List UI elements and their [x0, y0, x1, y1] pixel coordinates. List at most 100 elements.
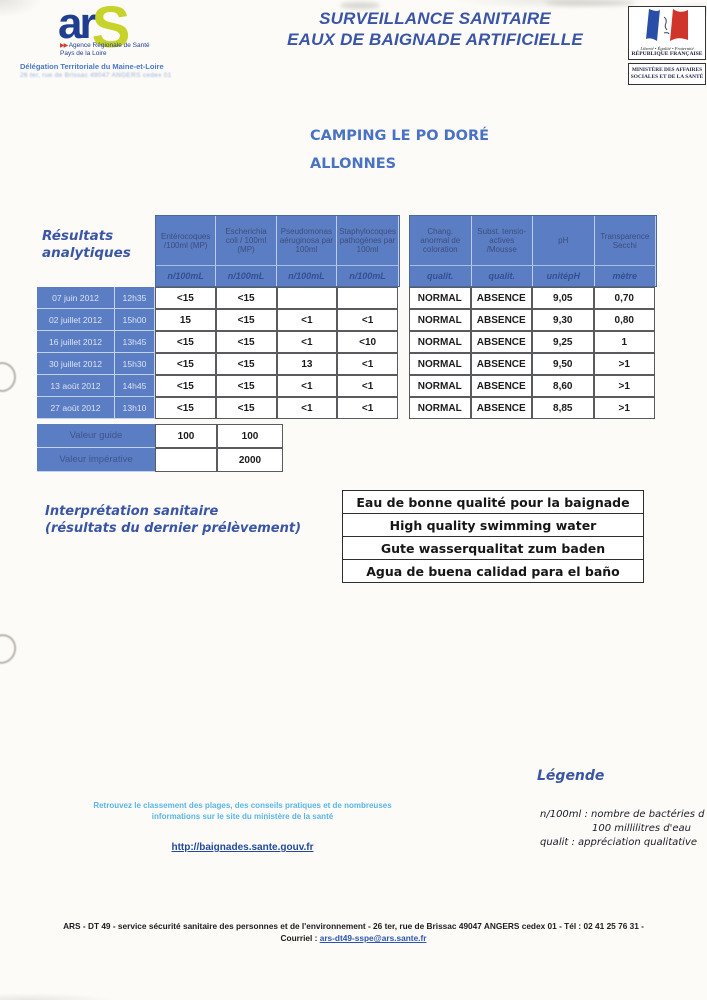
- table-cell: >1: [593, 397, 655, 419]
- table-cell: ABSENCE: [470, 375, 532, 397]
- sample-date: 16 juillet 2012: [37, 331, 115, 353]
- quality-statement: Eau de bonne qualité pour la baignade: [356, 494, 630, 510]
- interpretation-label-line2: (résultats du dernier prélèvement): [45, 521, 302, 536]
- table-cell: <1: [276, 397, 338, 419]
- republic-logo-box: Liberté • Égalité • Fraternité RÉPUBLIQU…: [628, 6, 706, 60]
- ars-logo-s: S: [91, 0, 131, 60]
- table-cell: NORMAL: [409, 287, 471, 309]
- promo-line2: informations sur le site du ministère de…: [151, 812, 334, 821]
- footer-line1: ARS - DT 49 - service sécurité sanitaire…: [63, 921, 644, 931]
- reference-values-table: Valeur guide 100 100 Valeur impérative 2000: [37, 424, 283, 472]
- table-cell: 1: [593, 331, 655, 353]
- scan-hole-artifact-top: [0, 362, 16, 392]
- republic-name: RÉPUBLIQUE FRANÇAISE: [631, 51, 703, 57]
- column-header: Transparence Secchi: [594, 216, 656, 266]
- table-cell: ABSENCE: [470, 331, 532, 353]
- quality-rating-box: Eau de bonne qualité pour la baignade Hig…: [342, 490, 644, 583]
- table-cell: ABSENCE: [470, 397, 532, 419]
- table-cell: NORMAL: [409, 331, 471, 353]
- republic-motto: Liberté • Égalité • Fraternité: [640, 46, 694, 51]
- government-logo-block: Liberté • Égalité • Fraternité RÉPUBLIQU…: [628, 6, 706, 85]
- column-unit: n/100mL: [277, 266, 338, 286]
- column-header: Chang. anormal de coloration: [410, 216, 472, 266]
- ars-logo-caption: ▶▶ Agence Régionale de Santé Pays de la …: [60, 42, 150, 58]
- table-cell: <1: [337, 309, 398, 331]
- ars-agency-name: Agence Régionale de Santé: [68, 42, 150, 49]
- reference-value: 100: [155, 424, 217, 448]
- table-cell: 0,70: [593, 287, 655, 309]
- table-cell: NORMAL: [409, 397, 471, 419]
- footer-line2: Courriel : ars-dt49-sspe@ars.sante.fr: [8, 932, 699, 944]
- results-label-line1: Résultats: [42, 228, 114, 244]
- table-cell: <15: [155, 375, 216, 397]
- table-cell: 13: [276, 353, 338, 375]
- ministry-label: MINISTÈRE DES AFFAIRES SOCIALES ET DE LA…: [628, 63, 706, 85]
- column-unit: n/100mL: [337, 266, 399, 286]
- table-cell: <15: [215, 397, 277, 419]
- ars-arrows-icon: ▶▶: [60, 43, 68, 49]
- legend-line1: n/100ml : nombre de bactéries d: [540, 809, 705, 820]
- table-cell: <15: [215, 375, 277, 397]
- left-table-body: 07 juin 2012 12h35 <15 <15 02 juillet 2012 15…: [37, 287, 398, 419]
- table-cell: <1: [276, 331, 338, 353]
- legend-body: n/100ml : nombre de bactéries d 100 mill…: [540, 808, 707, 850]
- table-cell: <15: [155, 331, 216, 353]
- sample-time: 13h10: [115, 397, 155, 419]
- sample-time: 13h45: [115, 331, 155, 353]
- sample-date: 02 juillet 2012: [37, 309, 115, 331]
- table-cell: 8,85: [532, 397, 594, 419]
- interpretation-label-line1: Interprétation sanitaire: [45, 504, 219, 519]
- quality-statement: High quality swimming water: [343, 513, 643, 536]
- table-cell: <15: [155, 287, 216, 309]
- reference-value: [155, 448, 217, 472]
- column-unit: n/100mL: [216, 266, 277, 286]
- table-cell: 9,50: [532, 353, 594, 375]
- footer-email-link[interactable]: ars-dt49-sspe@ars.sante.fr: [319, 933, 427, 943]
- quality-statement: Agua de buena calidad para el baño: [343, 559, 643, 582]
- promo-text: Retrouvez le classement des plages, des …: [60, 800, 425, 822]
- table-cell: NORMAL: [409, 353, 471, 375]
- reference-label: Valeur guide: [37, 424, 155, 448]
- table-cell: ABSENCE: [470, 353, 532, 375]
- table-cell: NORMAL: [409, 375, 471, 397]
- table-cell: 15: [155, 309, 216, 331]
- column-unit: mètre: [595, 266, 656, 286]
- bathing-water-link[interactable]: http://baignades.sante.gouv.fr: [171, 842, 314, 853]
- ars-logo-ar: ar: [58, 0, 97, 48]
- ars-region: Pays de la Loire: [60, 50, 107, 57]
- site-city: ALLONNES: [310, 156, 397, 172]
- table-cell: >1: [593, 353, 655, 375]
- table-cell: [337, 287, 398, 309]
- site-name: CAMPING LE PO DORÉ: [310, 128, 490, 144]
- table-cell: ABSENCE: [470, 287, 532, 309]
- legend-line3: qualit : appréciation qualitative: [540, 837, 698, 848]
- column-header: pH: [533, 216, 595, 266]
- table-cell: <1: [337, 397, 398, 419]
- reference-label: Valeur impérative: [37, 448, 155, 472]
- french-flag-icon: [646, 9, 688, 41]
- sample-time: 15h30: [115, 353, 155, 375]
- sample-time: 12h35: [115, 287, 155, 309]
- document-title-line2: EAUX DE BAIGNADE ARTIFICIELLE: [287, 30, 583, 49]
- column-unit: n/100mL: [156, 266, 217, 286]
- legend-line2: 100 millilitres d'eau: [592, 823, 691, 834]
- column-unit: qualit.: [410, 266, 472, 286]
- table-cell: 9,30: [532, 309, 594, 331]
- left-table-header: Entérocoques /100ml (MP) Escherichia coli…: [155, 215, 400, 287]
- table-cell: >1: [593, 375, 655, 397]
- legend-title: Légende: [537, 768, 605, 784]
- reference-value: 100: [217, 424, 283, 448]
- sample-time: 15h00: [115, 309, 155, 331]
- quality-statement: Gute wasserqualitat zum baden: [343, 536, 643, 559]
- table-cell: 8,60: [532, 375, 594, 397]
- scan-smudge: [545, 0, 635, 6]
- table-cell: <15: [215, 287, 277, 309]
- table-cell: <15: [215, 353, 277, 375]
- table-cell: <15: [155, 397, 216, 419]
- promo-line1: Retrouvez le classement des plages, des …: [93, 801, 392, 810]
- table-cell: NORMAL: [409, 309, 471, 331]
- sample-time: 14h45: [115, 375, 155, 397]
- results-section-label: Résultats analytiques: [42, 228, 131, 262]
- document-title: SURVEILLANCE SANITAIRE EAUX DE BAIGNADE …: [245, 8, 625, 50]
- table-cell: 9,25: [532, 331, 594, 353]
